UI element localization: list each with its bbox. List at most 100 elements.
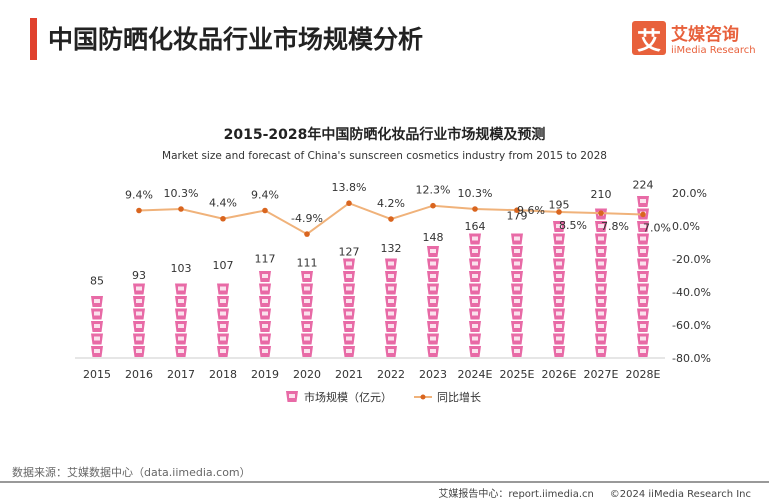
cup-label (262, 299, 268, 303)
right-axis-tick: -40.0% (672, 286, 711, 299)
cup-label (640, 286, 646, 291)
cup-label (346, 261, 352, 266)
cup-label (640, 274, 646, 278)
cup-label (598, 236, 604, 241)
cup-label (640, 324, 646, 328)
growth-point (388, 216, 394, 222)
cup-label (640, 224, 646, 228)
bar-value-label: 111 (297, 256, 318, 269)
right-axis-tick: 20.0% (672, 187, 707, 200)
cup-label (514, 286, 520, 291)
cup-label (598, 324, 604, 328)
growth-point (304, 231, 310, 237)
cup-label (640, 261, 646, 266)
cup-label (514, 299, 520, 303)
bar-value-label: 224 (633, 178, 654, 191)
chart-subtitle: Market size and forecast of China's suns… (162, 150, 607, 162)
cup-label (640, 336, 646, 341)
x-tick-label: 2026E (542, 368, 577, 381)
cup-label (472, 349, 478, 353)
x-tick-label: 2016 (125, 368, 153, 381)
growth-label: 8.5% (559, 219, 587, 232)
cup-label (388, 261, 394, 266)
cup-label (94, 349, 100, 353)
cup-label (514, 324, 520, 328)
x-tick-label: 2028E (626, 368, 661, 381)
growth-label: 4.2% (377, 197, 405, 210)
cup-label (388, 324, 394, 328)
cup-label (430, 274, 436, 278)
right-axis-tick: -80.0% (672, 352, 711, 365)
growth-point (262, 207, 268, 214)
x-tick-label: 2027E (584, 368, 619, 381)
cup-label (346, 336, 352, 341)
cup-label (556, 324, 562, 328)
growth-label: 7.8% (601, 220, 629, 233)
growth-label: 4.4% (209, 197, 237, 210)
report-link[interactable]: 艾媒报告中心：report.iimedia.cn (438, 489, 594, 500)
cup-label (346, 299, 352, 303)
cup-label (556, 236, 562, 241)
cup-label (640, 249, 646, 253)
legend-line-label: 同比增长 (437, 390, 481, 404)
chart-title: 2015-2028年中国防晒化妆品行业市场规模及预测 (223, 127, 546, 143)
cup-label (514, 274, 520, 278)
cup-label (598, 261, 604, 266)
cup-label (598, 249, 604, 253)
cup-label (430, 249, 436, 253)
cup-label (346, 311, 352, 316)
growth-label: 9.6% (517, 204, 545, 217)
cup-label (304, 324, 310, 328)
bar-value-label: 103 (171, 262, 192, 275)
cup-label (178, 324, 184, 328)
cup-label (304, 299, 310, 303)
cup-label (640, 311, 646, 316)
cup-label (514, 261, 520, 266)
cup-label (94, 336, 100, 341)
logo-icon: 艾 (632, 21, 666, 55)
right-axis-tick: -60.0% (672, 319, 711, 332)
cup-label (472, 261, 478, 266)
growth-point (430, 202, 436, 209)
cup-label (346, 324, 352, 328)
cup-label (94, 324, 100, 328)
cup-label (472, 274, 478, 278)
cup-label (304, 311, 310, 316)
cup-label (178, 311, 184, 316)
growth-point (598, 210, 604, 216)
cup-label (556, 261, 562, 266)
cup-label (388, 274, 394, 278)
cup-label (556, 249, 562, 253)
cup-label (430, 324, 436, 328)
cup-label (430, 336, 436, 341)
x-tick-label: 2018 (209, 368, 237, 381)
cup-label (304, 336, 310, 341)
cup-label (556, 349, 562, 353)
cup-label (430, 349, 436, 353)
x-tick-label: 2024E (458, 368, 493, 381)
cup-label (220, 311, 226, 316)
cup-label (472, 236, 478, 241)
cup-label (640, 349, 646, 353)
cup-label (94, 311, 100, 316)
cup-label (472, 249, 478, 253)
cup-label (136, 299, 142, 303)
cup-label (430, 261, 436, 266)
cup-label (346, 286, 352, 291)
x-tick-label: 2019 (251, 368, 279, 381)
cup-label (94, 299, 100, 303)
footer-divider (0, 481, 769, 483)
cup-label (262, 349, 268, 353)
cup-label (430, 311, 436, 316)
cup-label (388, 299, 394, 303)
cup-label (472, 299, 478, 303)
cup-label (346, 274, 352, 278)
cup-label (289, 394, 295, 398)
cup-label (136, 324, 142, 328)
cup-label (220, 336, 226, 341)
cup-label (178, 349, 184, 353)
growth-label: 10.3% (164, 187, 199, 200)
cup-label (304, 274, 310, 278)
cup-label (178, 286, 184, 291)
